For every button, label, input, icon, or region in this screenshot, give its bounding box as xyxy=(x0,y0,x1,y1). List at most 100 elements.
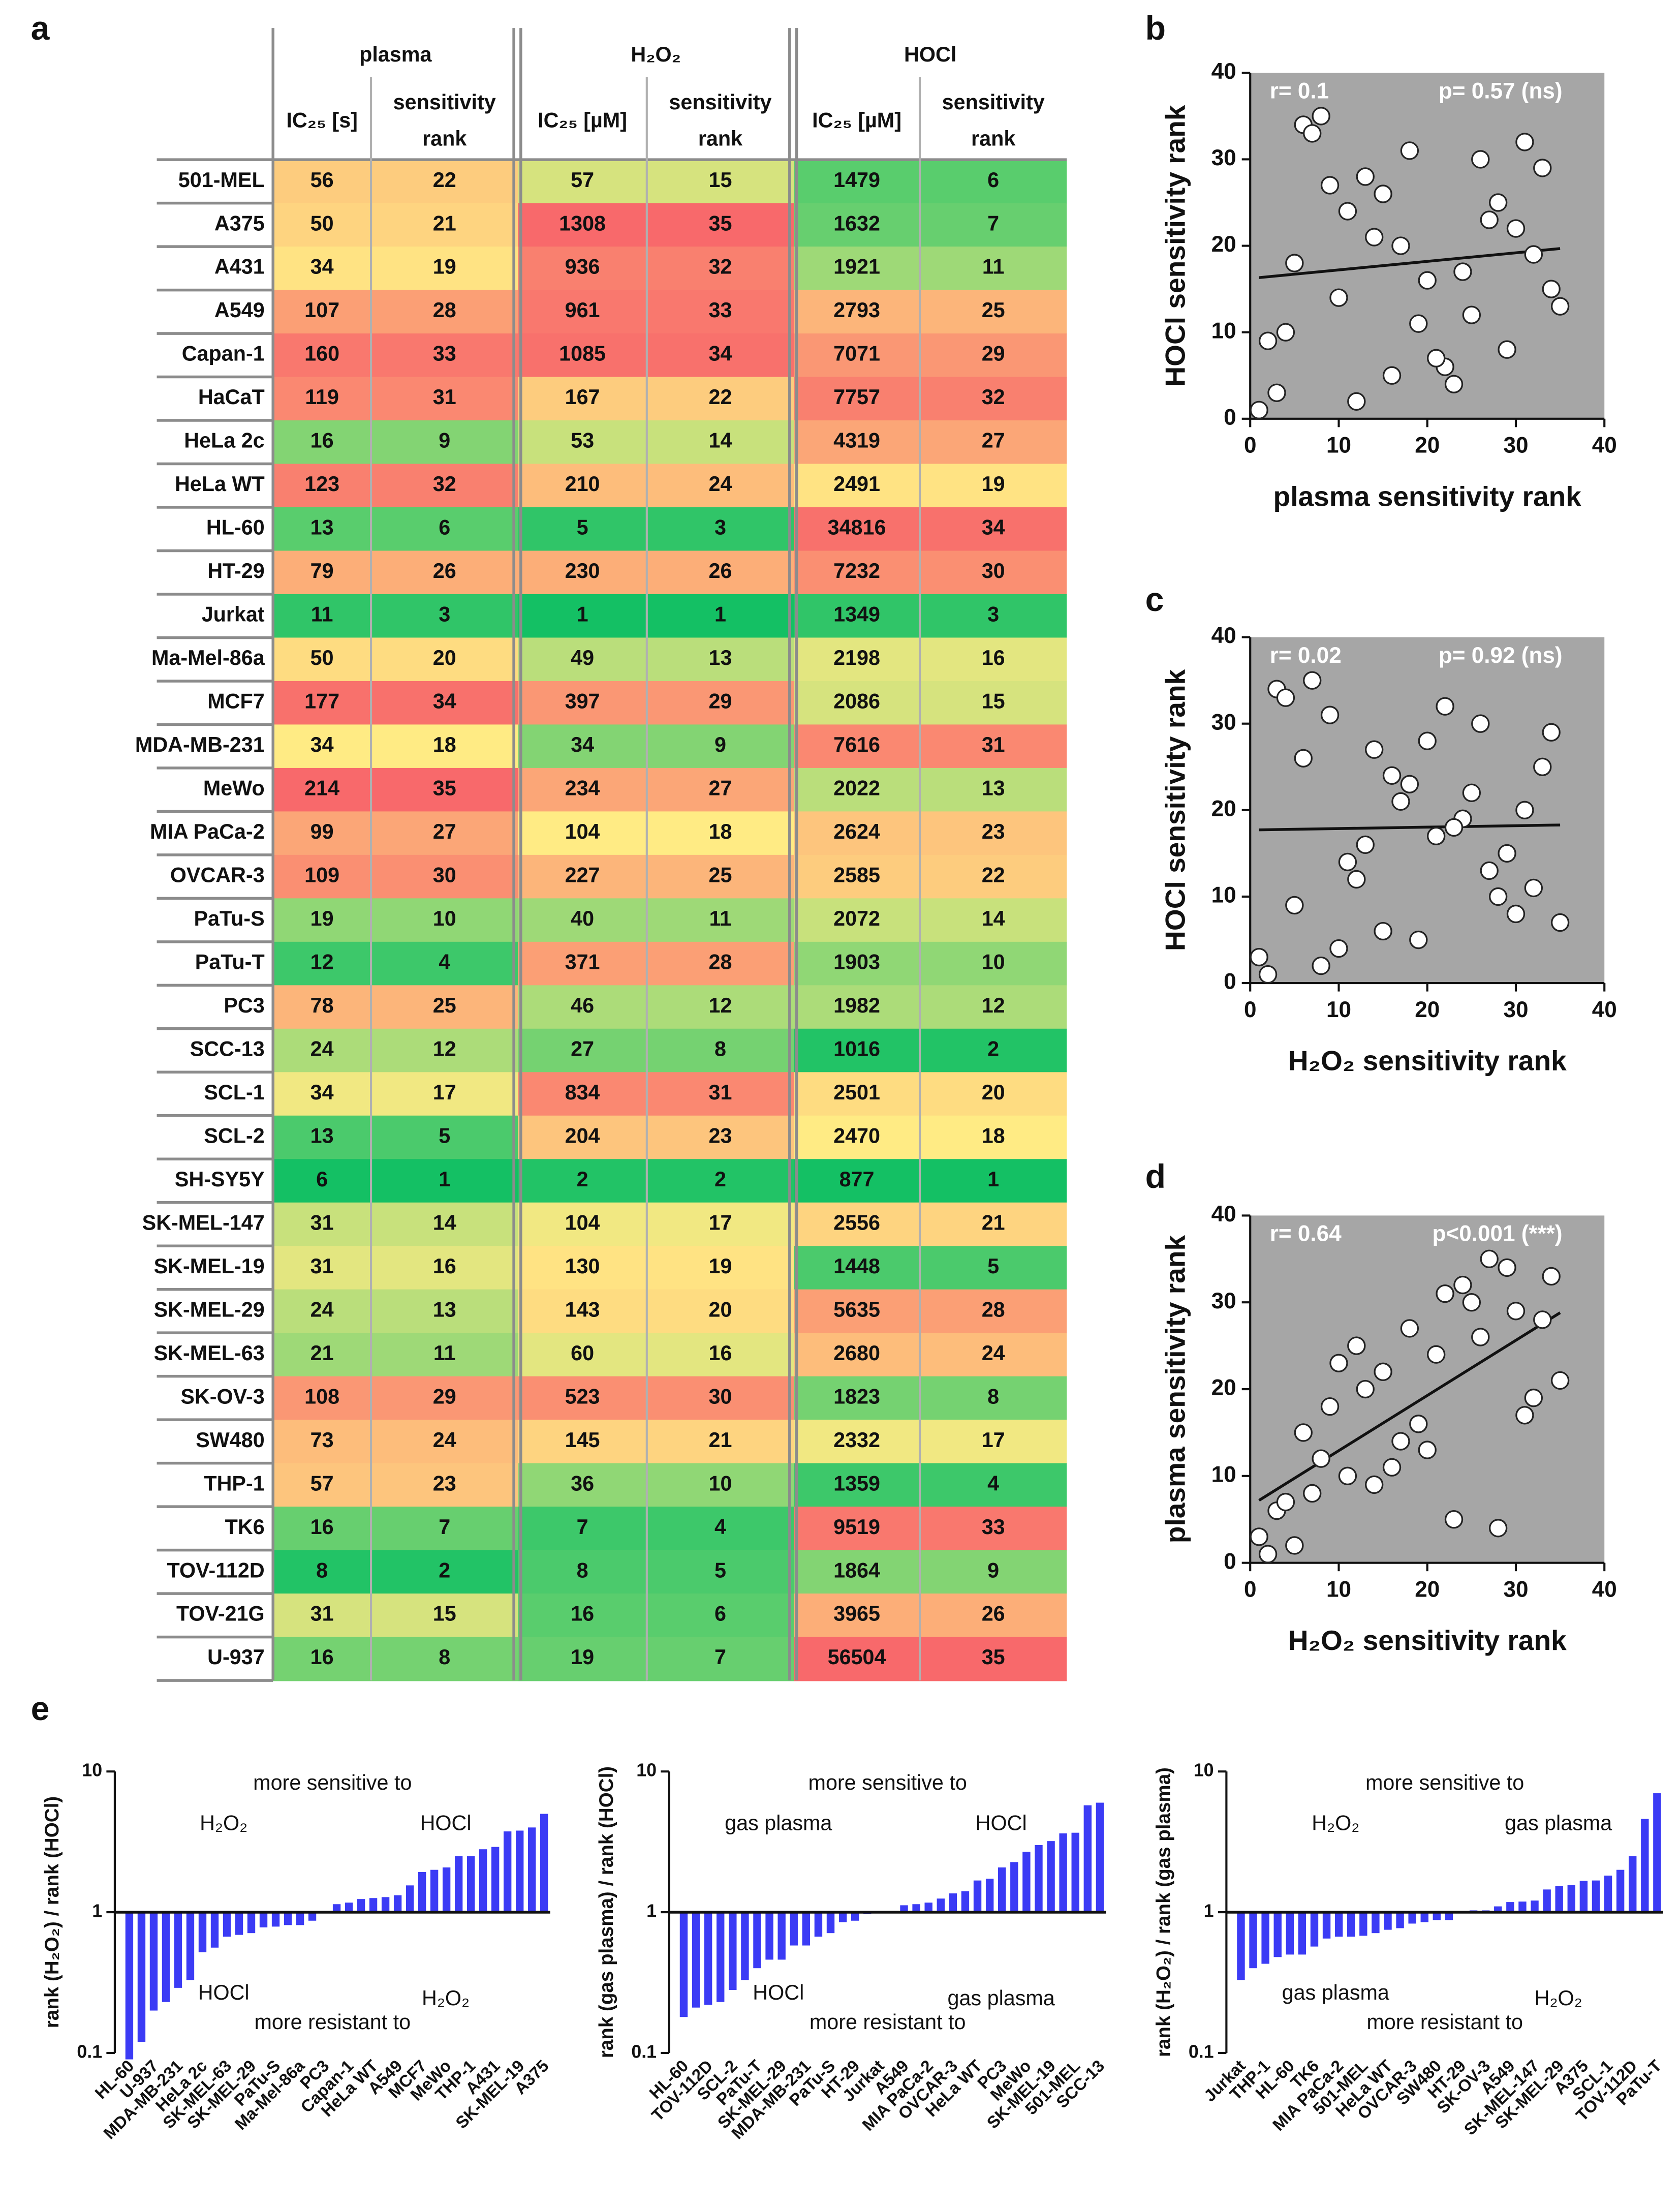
x-tick-label: 40 xyxy=(1592,997,1617,1022)
heat-cell xyxy=(794,1550,920,1595)
cell-value: 2086 xyxy=(833,690,880,713)
heat-cell xyxy=(518,854,647,899)
cell-value: 3965 xyxy=(833,1602,880,1626)
point xyxy=(1462,305,1481,324)
point xyxy=(1533,159,1552,177)
point xyxy=(1356,167,1375,186)
bar xyxy=(777,1912,786,1960)
heat-cell xyxy=(273,507,371,551)
heat-cell xyxy=(273,290,371,334)
point xyxy=(1436,697,1454,716)
point xyxy=(1533,757,1552,776)
cell-value: 31 xyxy=(310,1211,334,1234)
point xyxy=(1267,383,1286,402)
heat-cell xyxy=(273,333,371,378)
cell-value: 25 xyxy=(708,864,732,887)
bar xyxy=(704,1912,712,2005)
cell-value: 7616 xyxy=(833,733,880,756)
heat-cell xyxy=(371,811,518,856)
heat-cell xyxy=(794,811,920,856)
trend-line xyxy=(1259,247,1561,279)
cell-value: 79 xyxy=(310,559,334,583)
heat-cell xyxy=(371,507,518,551)
row-label: HeLa 2c xyxy=(184,429,264,452)
cell-value: 16 xyxy=(708,1341,732,1365)
x-tick-label: 40 xyxy=(1592,433,1617,458)
heat-cell xyxy=(646,854,794,899)
point xyxy=(1471,150,1490,169)
point xyxy=(1303,124,1322,143)
cell-value: 7 xyxy=(439,1515,450,1539)
cell-value: 35 xyxy=(708,211,732,235)
annotation: gas plasma xyxy=(1282,1981,1389,2004)
bar xyxy=(753,1912,761,1969)
point xyxy=(1347,392,1366,411)
annotation: H₂O₂ xyxy=(1312,1812,1359,1835)
bar xyxy=(998,1867,1006,1913)
x-tick-label: 20 xyxy=(1415,1577,1440,1602)
row-label: SH-SY5Y xyxy=(175,1168,265,1191)
x-tick-label: 30 xyxy=(1503,1577,1528,1602)
heat-cell xyxy=(794,1333,920,1377)
cell-value: 32 xyxy=(982,385,1005,409)
cell-value: 13 xyxy=(433,1298,456,1321)
point xyxy=(1347,870,1366,889)
cell-value: 12 xyxy=(433,1037,456,1060)
cell-value: 12 xyxy=(982,994,1005,1017)
x-tick-label: 20 xyxy=(1415,433,1440,458)
annotation: H₂O₂ xyxy=(1535,1986,1582,2010)
point xyxy=(1462,1293,1481,1312)
heat-cell xyxy=(646,160,794,204)
cell-value: 2491 xyxy=(833,472,880,496)
cell-value: 26 xyxy=(982,1602,1005,1626)
cell-value: 1921 xyxy=(833,255,880,279)
point xyxy=(1480,861,1499,880)
cell-value: 9 xyxy=(714,733,726,756)
bar xyxy=(802,1912,811,1946)
heat-cell xyxy=(371,637,518,682)
point xyxy=(1453,262,1472,281)
y-tick-label: 1 xyxy=(646,1901,657,1921)
row-label: MDA-MB-231 xyxy=(135,733,265,756)
heat-cell xyxy=(371,854,518,899)
bar xyxy=(137,1912,146,2042)
heat-cell xyxy=(920,1246,1067,1291)
x-axis-label: H₂O₂ sensitivity rank xyxy=(1288,1624,1567,1656)
row-label: 501-MEL xyxy=(178,168,265,192)
heat-cell xyxy=(518,247,647,291)
heat-cell xyxy=(518,1376,647,1421)
cell-value: 21 xyxy=(708,1428,732,1452)
point xyxy=(1506,1302,1526,1321)
y-tick-label: 30 xyxy=(1211,1289,1236,1313)
cell-value: 34 xyxy=(433,690,456,713)
cell-value: 29 xyxy=(708,690,732,713)
point xyxy=(1329,939,1348,958)
cell-value: 5 xyxy=(439,1124,450,1147)
y-tick-label: 0.1 xyxy=(631,2041,657,2062)
heat-cell xyxy=(518,811,647,856)
point xyxy=(1436,1284,1454,1303)
cell-value: 7757 xyxy=(833,385,880,409)
cell-value: 214 xyxy=(304,777,339,800)
bar xyxy=(369,1898,378,1913)
annotation: p= 0.57 (ns) xyxy=(1439,79,1563,104)
heat-cell xyxy=(920,1028,1067,1073)
heat-cell xyxy=(646,507,794,551)
point xyxy=(1400,775,1419,793)
heat-cell xyxy=(518,941,647,986)
annotation: r= 0.02 xyxy=(1270,643,1342,668)
bar xyxy=(790,1912,798,1946)
point xyxy=(1382,1458,1402,1477)
bar xyxy=(741,1912,749,1980)
x-tick-label: 30 xyxy=(1503,433,1528,458)
heat-cell xyxy=(371,1246,518,1291)
y-tick-label: 10 xyxy=(1194,1760,1214,1781)
cell-value: 9519 xyxy=(833,1515,880,1539)
cell-value: 34 xyxy=(571,733,594,756)
cell-value: 1349 xyxy=(833,603,880,626)
row-label: TK6 xyxy=(225,1515,265,1539)
column-header: rank xyxy=(971,127,1016,150)
y-axis-label: rank (H₂O₂) / rank (gas plasma) xyxy=(1153,1767,1174,2057)
heat-cell xyxy=(646,247,794,291)
point xyxy=(1329,288,1348,307)
